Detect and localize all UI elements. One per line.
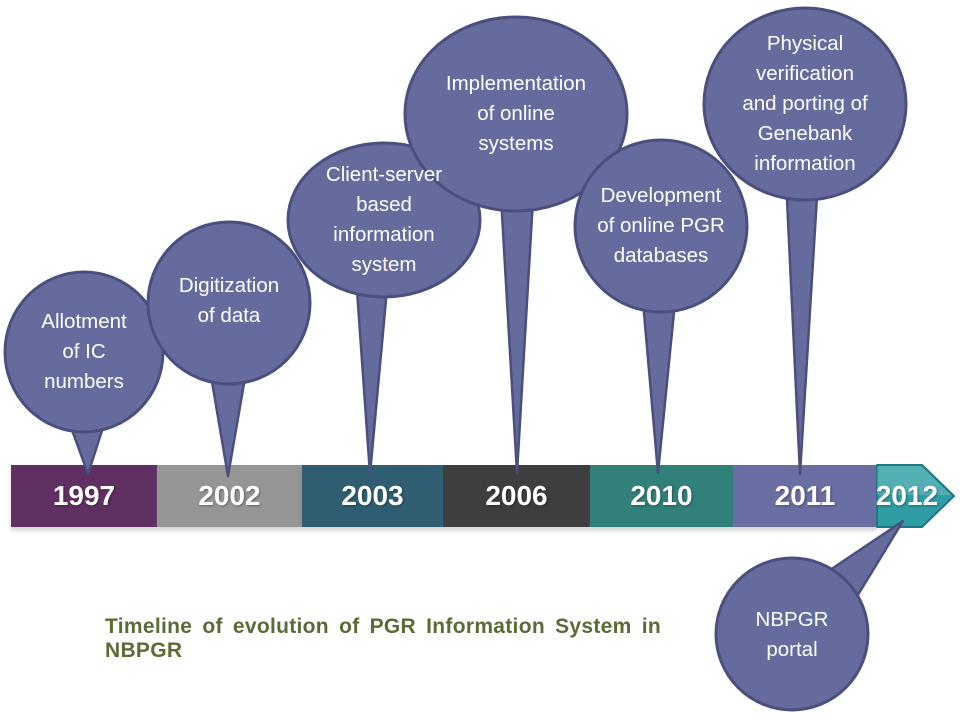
- callout-tail-physical-verification: [784, 176, 820, 476]
- callout-text-client-server: Client-server based information system: [325, 163, 443, 276]
- callout-bubble-implementation: [403, 15, 629, 213]
- callout-bubble-digitization: [146, 220, 312, 386]
- callout-bubble-development: [573, 138, 749, 314]
- timeline-bar: 1997 2002 2003 2006 2010 2011: [0, 465, 960, 527]
- callout-bubble-physical-verification: [702, 6, 908, 202]
- year-label-2012: 2012: [875, 480, 939, 511]
- callout-bubble-client-server: [286, 141, 482, 299]
- timeline-arrow-2012: [876, 464, 955, 528]
- year-label-2010: 2010: [630, 480, 693, 511]
- callout-text-nbpgr-portal: NBPGR portal: [755, 608, 829, 661]
- callout-text-allotment: Allotment of IC numbers: [41, 310, 127, 393]
- timeline-segment-2006: 2006: [443, 465, 590, 527]
- callout-bubble-nbpgr-portal: [714, 556, 870, 712]
- year-label-2011: 2011: [774, 480, 836, 511]
- year-label-2003: 2003: [341, 480, 404, 511]
- timeline-segment-2003: 2003: [302, 465, 443, 527]
- timeline-segment-2002: 2002: [157, 465, 302, 527]
- callout-text-development: Development of online PGR databases: [597, 184, 725, 267]
- timeline-segment-2010: 2010: [590, 465, 733, 527]
- timeline-segment-2011: 2011: [733, 465, 877, 527]
- callout-tail-implementation: [498, 178, 536, 475]
- callout-text-physical-verification: Physical verification and porting of Gen…: [742, 32, 868, 175]
- year-label-1997: 1997: [52, 480, 116, 511]
- year-label-2006: 2006: [485, 480, 548, 511]
- year-label-2002: 2002: [198, 480, 261, 511]
- callout-tail-development: [640, 288, 678, 475]
- callout-tail-digitization: [208, 368, 248, 478]
- callout-tail-client-server: [354, 274, 390, 476]
- callout-text-digitization: Digitization of data: [178, 274, 280, 327]
- timeline-arrow-2012-highlight: [877, 466, 951, 495]
- callout-text-implementation: Implementation of online systems: [445, 72, 587, 155]
- timeline-segment-1997: 1997: [11, 465, 157, 527]
- slide-caption: Timeline of evolution of PGR Information…: [105, 615, 661, 662]
